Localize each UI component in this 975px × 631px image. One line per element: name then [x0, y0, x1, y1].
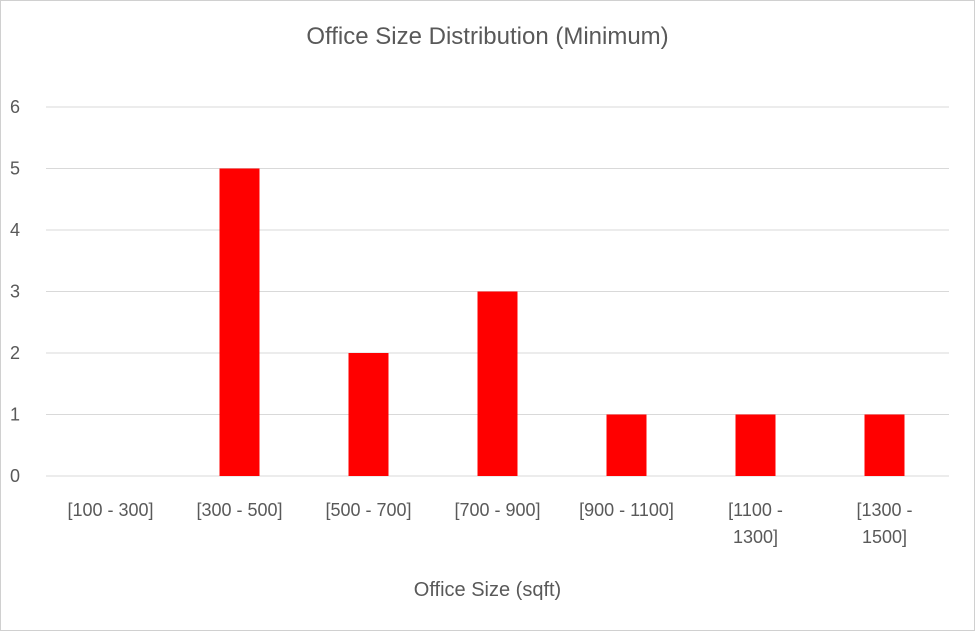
x-tick-label: [100 - 300] [67, 500, 153, 520]
y-tick-label: 1 [10, 405, 20, 425]
y-tick-label: 0 [10, 466, 20, 486]
y-tick-label: 4 [10, 220, 20, 240]
bar [219, 168, 260, 476]
chart-title: Office Size Distribution (Minimum) [306, 23, 669, 50]
x-tick-label: 1500] [862, 527, 907, 547]
x-tick-label: 1300] [733, 527, 778, 547]
x-tick-label: [1100 - [728, 500, 783, 520]
y-tick-label: 2 [10, 343, 20, 363]
x-tick-label: [500 - 700] [325, 500, 411, 520]
y-tick-label: 5 [10, 159, 20, 179]
bar [864, 414, 905, 476]
x-tick-label: [700 - 900] [454, 500, 540, 520]
x-tick-label: [300 - 500] [196, 500, 282, 520]
y-tick-label: 3 [10, 282, 20, 302]
x-tick-label: [1300 - [856, 500, 912, 520]
bar [735, 414, 776, 476]
bar [348, 353, 389, 476]
bar [606, 414, 647, 476]
x-tick-label: [900 - 1100] [579, 500, 674, 520]
x-axis-label: Office Size (sqft) [413, 579, 562, 601]
bar [477, 291, 518, 476]
y-tick-label: 6 [10, 97, 20, 117]
